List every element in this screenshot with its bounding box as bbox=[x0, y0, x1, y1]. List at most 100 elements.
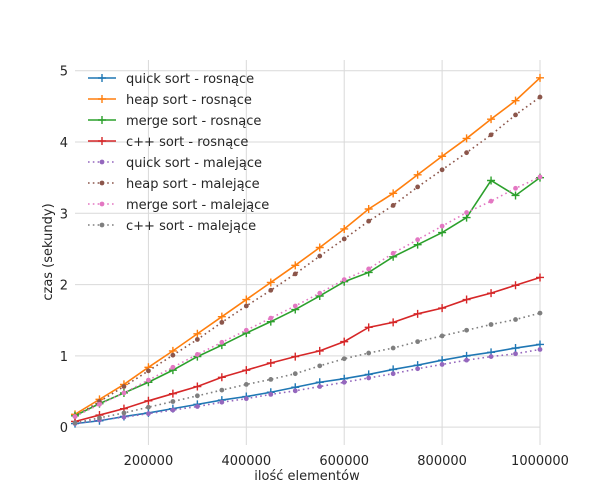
legend-label: heap sort - rosnące bbox=[126, 93, 252, 108]
legend-marker bbox=[99, 180, 105, 186]
data-point bbox=[439, 333, 445, 339]
series-1 bbox=[71, 73, 544, 419]
legend-label: c++ sort - rosnące bbox=[126, 135, 248, 150]
data-point bbox=[146, 368, 151, 374]
x-tick-label: 1000000 bbox=[511, 454, 569, 469]
data-point bbox=[439, 362, 445, 367]
legend-marker bbox=[99, 159, 105, 165]
legend-item: heap sort - malejące bbox=[88, 177, 260, 192]
data-point bbox=[292, 303, 298, 309]
series-7 bbox=[72, 310, 543, 426]
data-point bbox=[194, 352, 200, 357]
data-point bbox=[291, 261, 300, 270]
x-tick-label: 200000 bbox=[124, 454, 174, 469]
data-point bbox=[146, 377, 151, 383]
legend-label: c++ sort - malejące bbox=[126, 219, 256, 234]
data-point bbox=[168, 389, 177, 398]
y-tick-label: 3 bbox=[60, 207, 68, 222]
data-point bbox=[415, 339, 421, 345]
data-point bbox=[217, 312, 226, 321]
data-point bbox=[340, 224, 349, 233]
data-point bbox=[513, 317, 518, 322]
data-point bbox=[292, 371, 298, 377]
data-point bbox=[488, 322, 494, 327]
y-tick-label: 4 bbox=[60, 136, 68, 151]
y-tick-label: 0 bbox=[60, 421, 68, 436]
legend-marker bbox=[98, 74, 106, 82]
legend-item: merge sort - malejące bbox=[88, 198, 269, 213]
series-line bbox=[74, 176, 541, 417]
legend-item: c++ sort - rosnące bbox=[88, 135, 248, 150]
legend-item: quick sort - malejące bbox=[88, 156, 262, 171]
data-point bbox=[317, 290, 323, 296]
data-point bbox=[243, 327, 249, 333]
data-point bbox=[315, 346, 324, 355]
data-point bbox=[266, 278, 275, 287]
y-tick-label: 1 bbox=[60, 350, 68, 365]
data-point bbox=[219, 339, 225, 345]
data-point bbox=[217, 373, 226, 382]
data-point bbox=[268, 391, 274, 397]
legend-marker bbox=[99, 222, 105, 228]
data-point bbox=[464, 150, 469, 156]
data-point bbox=[513, 351, 518, 357]
data-point bbox=[170, 399, 176, 404]
data-point bbox=[97, 415, 102, 421]
data-point bbox=[194, 393, 200, 399]
data-point bbox=[513, 112, 518, 118]
data-point bbox=[464, 210, 469, 215]
data-point bbox=[390, 250, 396, 256]
x-tick-label: 400000 bbox=[221, 454, 271, 469]
data-point bbox=[413, 170, 422, 179]
data-point bbox=[438, 228, 447, 237]
data-point bbox=[366, 375, 372, 381]
data-point bbox=[193, 329, 202, 338]
data-point bbox=[121, 384, 127, 389]
data-point bbox=[170, 364, 176, 370]
data-point bbox=[315, 243, 324, 252]
data-point bbox=[121, 414, 127, 420]
series-4 bbox=[72, 347, 543, 427]
data-point bbox=[537, 310, 543, 316]
data-point bbox=[219, 319, 225, 325]
data-point bbox=[242, 295, 251, 304]
legend-marker bbox=[98, 95, 106, 103]
data-point bbox=[144, 396, 153, 405]
data-point bbox=[340, 337, 349, 346]
data-point bbox=[268, 315, 274, 321]
data-point bbox=[219, 399, 225, 405]
data-point bbox=[464, 357, 469, 363]
data-point bbox=[170, 407, 176, 413]
data-point bbox=[121, 410, 127, 416]
data-point bbox=[170, 352, 176, 358]
legend-label: heap sort - malejące bbox=[126, 177, 260, 192]
data-point bbox=[487, 289, 496, 298]
legend-label: quick sort - malejące bbox=[126, 156, 262, 171]
x-axis-label: ilość elementów bbox=[254, 469, 360, 484]
data-point bbox=[487, 176, 496, 185]
legend-marker bbox=[98, 116, 106, 124]
legend-label: quick sort - rosnące bbox=[126, 72, 254, 87]
data-point bbox=[243, 381, 249, 387]
data-point bbox=[511, 96, 520, 105]
data-point bbox=[291, 352, 300, 361]
data-point bbox=[413, 309, 422, 318]
legend-item: merge sort - rosnące bbox=[88, 114, 261, 129]
legend-label: merge sort - rosnące bbox=[126, 114, 261, 129]
data-point bbox=[488, 354, 494, 359]
series-line bbox=[74, 77, 541, 416]
data-point bbox=[341, 356, 347, 362]
data-point bbox=[194, 404, 200, 409]
data-point bbox=[488, 132, 494, 138]
legend-label: merge sort - malejące bbox=[126, 198, 269, 213]
series-layer bbox=[71, 73, 544, 428]
series-3 bbox=[71, 273, 544, 426]
data-point bbox=[366, 350, 372, 356]
data-point bbox=[462, 295, 471, 304]
data-point bbox=[536, 273, 544, 282]
y-tick-label: 2 bbox=[60, 279, 68, 294]
y-tick-label: 5 bbox=[60, 65, 68, 80]
data-point bbox=[317, 363, 323, 369]
data-point bbox=[511, 344, 520, 353]
data-point bbox=[415, 237, 421, 243]
